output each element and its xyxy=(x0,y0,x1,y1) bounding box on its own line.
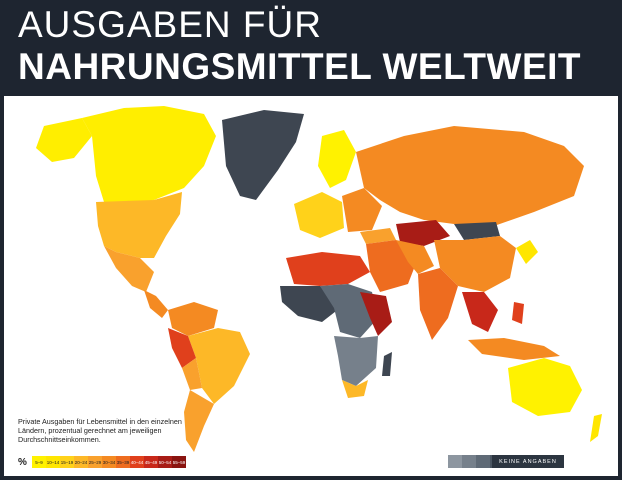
region-india xyxy=(418,268,458,340)
region-west-africa xyxy=(280,286,340,322)
region-russia xyxy=(356,126,584,226)
region-east-africa xyxy=(360,292,392,336)
no-data-swatch xyxy=(476,455,490,468)
map-panel: Private Ausgaben für Lebensmittel in den… xyxy=(4,96,618,476)
region-japan-korea xyxy=(516,240,538,264)
legend-unit: % xyxy=(18,457,27,468)
region-scandinavia xyxy=(318,130,356,188)
legend-bin: 35–39 xyxy=(116,456,130,468)
no-data-legend: KEINE ANGABEN xyxy=(448,455,564,468)
region-canada xyxy=(82,106,216,206)
region-western-europe xyxy=(294,192,344,238)
region-china xyxy=(434,236,516,292)
region-alaska xyxy=(36,118,92,162)
region-turkey xyxy=(360,228,396,244)
no-data-label: KEINE ANGABEN xyxy=(492,455,564,468)
legend-bin: 10–14 xyxy=(46,456,60,468)
region-bolivia xyxy=(182,358,202,390)
region-greenland xyxy=(222,110,304,200)
region-eastern-europe xyxy=(342,188,382,232)
region-mexico xyxy=(104,246,154,292)
legend-bin: 30–34 xyxy=(102,456,116,468)
no-data-swatch xyxy=(448,455,462,468)
region-peru xyxy=(168,328,196,368)
region-south-africa xyxy=(342,380,368,398)
region-southern-africa xyxy=(334,336,378,386)
map-caption: Private Ausgaben für Lebensmittel in den… xyxy=(18,417,182,444)
region-madagascar xyxy=(382,352,392,376)
title-line-1: AUSGABEN FÜR xyxy=(18,4,322,45)
legend-bin: 55–59 xyxy=(172,456,186,468)
legend-bin: 45–49 xyxy=(144,456,158,468)
region-iran xyxy=(396,240,434,274)
legend-bin: 20–24 xyxy=(74,456,88,468)
region-new-zealand xyxy=(590,414,602,442)
header: AUSGABEN FÜR NAHRUNGSMITTEL WELTWEIT xyxy=(0,0,622,96)
title-line-2: NAHRUNGSMITTEL WELTWEIT xyxy=(18,46,582,87)
region-australia xyxy=(508,358,582,416)
region-venezuela-colombia xyxy=(168,302,218,336)
legend-bin: 40–44 xyxy=(130,456,144,468)
legend-bin: 25–29 xyxy=(88,456,102,468)
region-brazil xyxy=(188,328,250,404)
legend-bin: 50–54 xyxy=(158,456,172,468)
region-argentina-chile xyxy=(184,390,214,452)
no-data-swatch xyxy=(462,455,476,468)
region-indonesia xyxy=(468,338,560,360)
region-southeast-asia xyxy=(462,292,498,332)
region-usa xyxy=(96,192,182,258)
region-central-america xyxy=(144,290,168,318)
legend-scale: 5–9 10–14 15–19 20–24 25–29 30–34 35–39 40–44 45… xyxy=(32,456,186,468)
region-north-africa xyxy=(286,252,370,286)
region-kazakhstan xyxy=(396,220,450,246)
region-philippines xyxy=(512,302,524,324)
legend-bin: 5–9 xyxy=(32,456,46,468)
legend-bin: 15–19 xyxy=(60,456,74,468)
world-map xyxy=(36,106,602,452)
region-mongolia xyxy=(454,222,500,240)
